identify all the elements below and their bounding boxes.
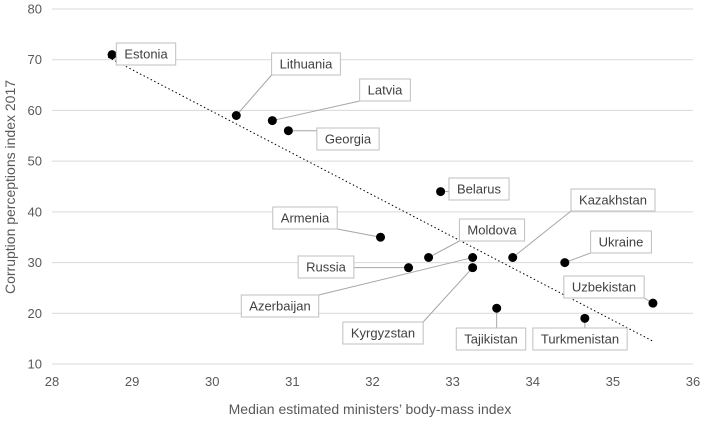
leader-line <box>337 228 377 237</box>
leader-line <box>276 100 360 121</box>
data-label: Kyrgyzstan <box>351 326 415 341</box>
data-label-box <box>297 255 355 279</box>
data-label-box <box>448 177 510 201</box>
data-label-box <box>240 294 320 318</box>
trendline <box>107 56 654 342</box>
data-point <box>404 263 414 273</box>
x-tick-label: 35 <box>606 374 620 389</box>
y-tick-label: 60 <box>28 103 42 118</box>
data-point <box>376 232 386 242</box>
data-label-box <box>532 327 628 351</box>
data-labels: Estonia Lithuania Latvia Georgia Belarus Arme… <box>115 42 656 351</box>
leader-line <box>422 270 471 323</box>
y-tick-label: 10 <box>28 357 42 372</box>
data-label: Russia <box>306 260 347 275</box>
data-point <box>107 50 117 60</box>
data-label-box <box>359 78 411 102</box>
data-label: Uzbekistan <box>572 280 636 295</box>
y-tick-label: 80 <box>28 2 42 17</box>
leader-line <box>568 252 591 262</box>
x-tick-label: 33 <box>445 374 459 389</box>
leader-line <box>431 240 460 257</box>
y-tick-label: 40 <box>28 204 42 219</box>
data-label-box <box>115 42 177 66</box>
data-point <box>468 263 478 273</box>
data-label-box <box>570 188 656 212</box>
data-label: Azerbaijan <box>249 299 310 314</box>
data-label: Armenia <box>281 211 330 226</box>
data-label: Lithuania <box>280 57 334 72</box>
y-tick-label: 20 <box>28 306 42 321</box>
data-label: Latvia <box>368 83 403 98</box>
x-tick-label: 32 <box>365 374 379 389</box>
y-tick-label: 30 <box>28 255 42 270</box>
data-point <box>468 253 478 262</box>
label-leaders <box>238 74 650 328</box>
y-tick-label: 50 <box>28 154 42 169</box>
data-point <box>560 258 570 268</box>
data-label-box <box>563 275 645 299</box>
data-point <box>283 126 293 136</box>
data-label-box <box>455 327 527 351</box>
data-point <box>492 303 502 313</box>
data-point <box>580 313 590 323</box>
data-points <box>107 50 658 323</box>
tick-labels: 10 20 30 40 50 60 70 80 28 29 30 31 32 33 34 35 36 <box>28 2 701 390</box>
data-label: Tajikistan <box>464 332 517 347</box>
y-axis-title: Corruption perceptions index 2017 <box>2 80 18 294</box>
data-label-box <box>590 230 652 254</box>
x-tick-label: 28 <box>45 374 59 389</box>
leader-line <box>643 297 650 302</box>
data-label-box <box>272 206 338 230</box>
x-tick-label: 34 <box>526 374 540 389</box>
data-label: Ukraine <box>599 235 644 250</box>
data-point <box>267 116 277 126</box>
y-tick-label: 70 <box>28 52 42 67</box>
data-point <box>436 187 446 197</box>
x-tick-label: 30 <box>205 374 219 389</box>
leader-line <box>238 74 272 113</box>
x-tick-label: 29 <box>125 374 139 389</box>
data-label: Kazakhstan <box>579 193 647 208</box>
data-point <box>424 253 434 262</box>
x-tick-label: 36 <box>686 374 700 389</box>
leader-line <box>515 210 572 256</box>
data-point <box>508 253 518 262</box>
leader-line <box>318 257 469 296</box>
data-label: Georgia <box>325 132 372 147</box>
data-label: Estonia <box>124 47 168 62</box>
data-point <box>231 111 241 120</box>
data-label: Moldova <box>467 223 517 238</box>
data-label-box <box>342 321 424 345</box>
x-axis-title: Median estimated ministers’ body-mass in… <box>229 401 512 417</box>
x-tick-label: 31 <box>285 374 299 389</box>
data-label-box <box>316 127 380 151</box>
data-label: Belarus <box>457 182 502 197</box>
data-point <box>648 298 658 308</box>
data-label: Turkmenistan <box>541 332 619 347</box>
data-label-box <box>458 218 526 242</box>
trendline-path <box>107 56 654 342</box>
data-label-box <box>271 52 341 76</box>
